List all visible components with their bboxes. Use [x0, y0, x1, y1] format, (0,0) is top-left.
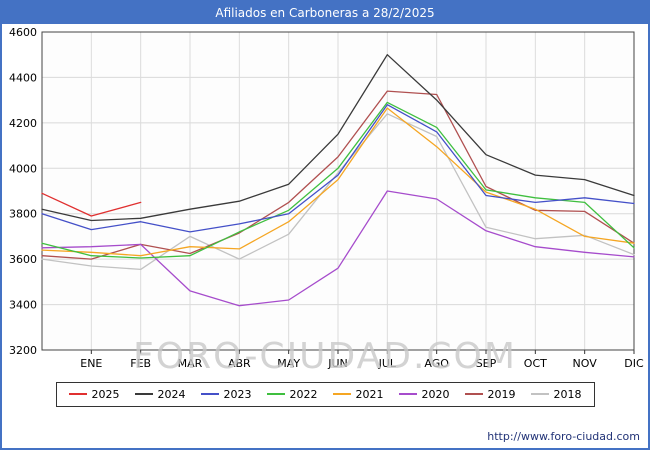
legend-label-2025: 2025 [91, 387, 120, 401]
x-tick-label: AGO [424, 357, 449, 370]
legend-label-2021: 2021 [355, 387, 384, 401]
line-chart: 3200 3400 3600 3800 4000 4200 4400 4600 ENE FEB MA… [9, 26, 644, 370]
legend-swatch-2024 [134, 393, 153, 395]
x-tick-label: NOV [573, 357, 598, 370]
legend: 2025 2024 2023 2022 2021 2020 2019 2018 [55, 381, 595, 407]
legend-swatch-2019 [464, 393, 483, 395]
x-tick-label: FEB [130, 357, 151, 370]
x-tick-label: JUL [378, 357, 397, 370]
y-tick-label: 3600 [9, 253, 37, 266]
legend-swatch-2020 [398, 393, 417, 395]
footer-url[interactable]: http://www.foro-ciudad.com [487, 430, 640, 443]
legend-item-2018: 2018 [530, 387, 582, 401]
x-tick-label: OCT [524, 357, 547, 370]
x-tick-label: MAY [277, 357, 300, 370]
series-line-2024 [41, 54, 635, 222]
legend-label-2019: 2019 [487, 387, 516, 401]
y-tick-label: 4400 [9, 71, 37, 84]
x-tick-label: ABR [228, 357, 251, 370]
y-tick-label: 4000 [9, 162, 37, 175]
x-tick-label: DIC [624, 357, 644, 370]
legend-item-2022: 2022 [266, 387, 318, 401]
legend-row: 2025 2024 2023 2022 2021 2020 2019 2018 [2, 380, 648, 407]
legend-label-2024: 2024 [157, 387, 186, 401]
chart-area: 3200 3400 3600 3800 4000 4200 4400 4600 ENE FEB MA… [2, 24, 648, 377]
legend-item-2023: 2023 [200, 387, 252, 401]
y-tick-label: 4600 [9, 26, 37, 39]
chart-title: Afiliados en Carboneras a 28/2/2025 [2, 2, 648, 24]
series-line-2021 [41, 107, 635, 257]
y-tick-label: 4200 [9, 117, 37, 130]
legend-swatch-2023 [200, 393, 219, 395]
legend-label-2018: 2018 [553, 387, 582, 401]
legend-item-2020: 2020 [398, 387, 450, 401]
legend-label-2023: 2023 [223, 387, 252, 401]
x-tick-label: JUN [327, 357, 348, 370]
legend-swatch-2021 [332, 393, 351, 395]
series-line-2025 [41, 192, 142, 217]
legend-swatch-2018 [530, 393, 549, 395]
x-tick-label: MAR [178, 357, 203, 370]
x-tick-label: ENE [80, 357, 102, 370]
y-tick-label: 3200 [9, 344, 37, 357]
y-tick-label: 3400 [9, 299, 37, 312]
legend-swatch-2022 [266, 393, 285, 395]
series-line-2018 [41, 113, 635, 271]
y-tick-label: 3800 [9, 208, 37, 221]
legend-item-2019: 2019 [464, 387, 516, 401]
series-line-2023 [41, 104, 635, 233]
legend-item-2021: 2021 [332, 387, 384, 401]
legend-swatch-2025 [68, 393, 87, 395]
x-tick-label: SEP [476, 357, 497, 370]
series-line-2022 [41, 101, 635, 259]
legend-item-2024: 2024 [134, 387, 186, 401]
plot-border [41, 31, 635, 351]
legend-label-2020: 2020 [421, 387, 450, 401]
series-line-2020 [41, 190, 635, 307]
legend-label-2022: 2022 [289, 387, 318, 401]
legend-item-2025: 2025 [68, 387, 120, 401]
